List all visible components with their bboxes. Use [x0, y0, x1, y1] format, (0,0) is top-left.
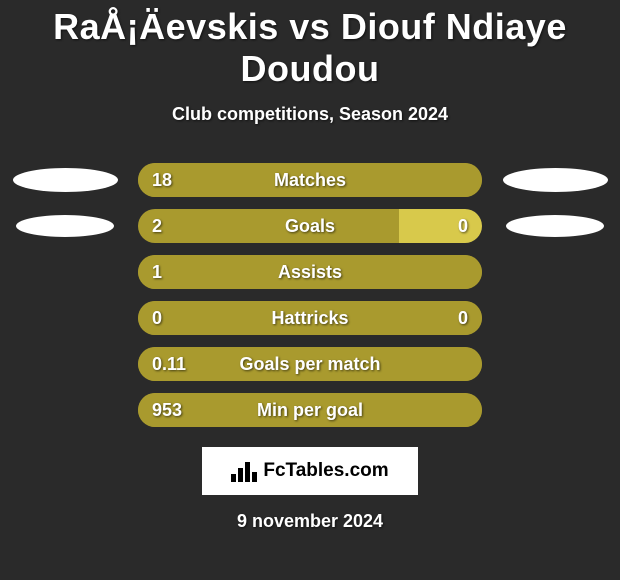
stat-bar: 1Assists — [138, 255, 482, 289]
stat-bar: 0.11Goals per match — [138, 347, 482, 381]
stat-label: Min per goal — [138, 393, 482, 427]
player-right-marker — [506, 215, 604, 237]
stat-bar: 953Min per goal — [138, 393, 482, 427]
stat-row: 0.11Goals per match — [0, 347, 620, 381]
bar-chart-icon — [231, 460, 257, 482]
stat-label: Hattricks — [138, 301, 482, 335]
stat-label: Goals per match — [138, 347, 482, 381]
footer-date: 9 november 2024 — [0, 511, 620, 532]
stat-row: 18Matches — [0, 163, 620, 197]
player-right-marker — [503, 168, 608, 192]
stat-label: Matches — [138, 163, 482, 197]
stat-row: 20Goals — [0, 209, 620, 243]
player-left-marker — [13, 168, 118, 192]
stat-bar: 18Matches — [138, 163, 482, 197]
page-title: RaÅ¡Äevskis vs Diouf Ndiaye Doudou — [0, 0, 620, 90]
stat-bar: 00Hattricks — [138, 301, 482, 335]
stat-row: 953Min per goal — [0, 393, 620, 427]
stat-row: 00Hattricks — [0, 301, 620, 335]
page-subtitle: Club competitions, Season 2024 — [0, 104, 620, 125]
stats-chart: 18Matches 20Goals 1Assists 00Hattricks 0.11G… — [0, 163, 620, 427]
stat-row: 1Assists — [0, 255, 620, 289]
stat-label: Goals — [138, 209, 482, 243]
stat-bar: 20Goals — [138, 209, 482, 243]
brand-text: FcTables.com — [263, 460, 388, 482]
stat-label: Assists — [138, 255, 482, 289]
brand-logo: FcTables.com — [202, 447, 418, 495]
player-left-marker — [16, 215, 114, 237]
